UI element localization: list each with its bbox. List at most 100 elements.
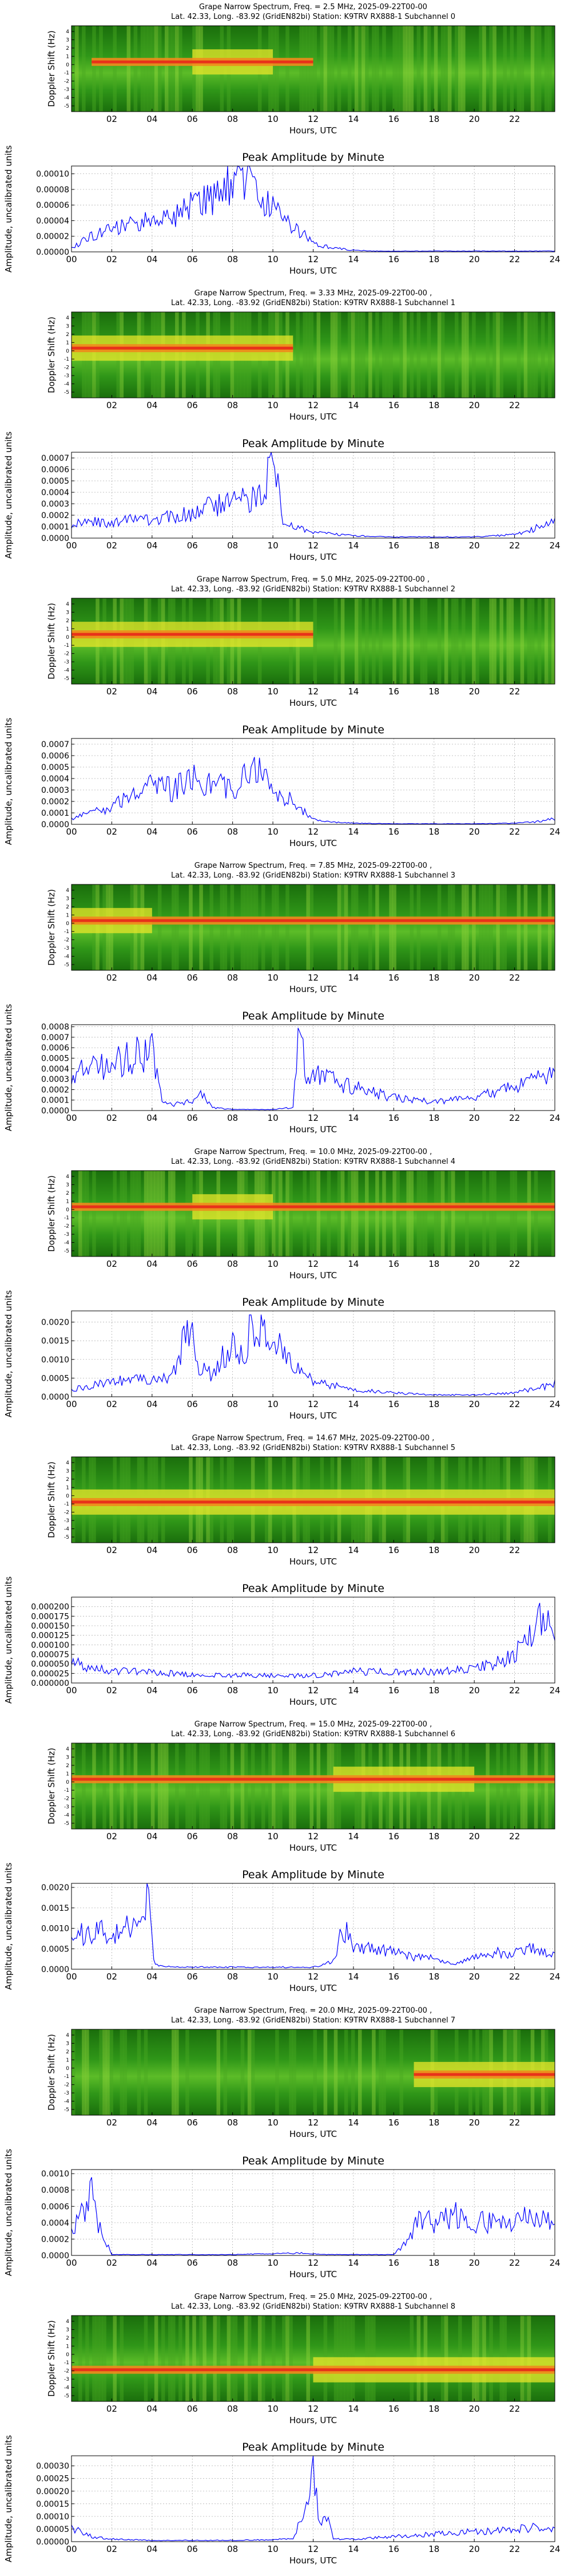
amplitude-panel: Peak Amplitude by Minute 00 02 04 06 08 10 12 14…	[3, 718, 561, 848]
spectrogram-noise-streak	[257, 2316, 262, 2401]
spectrogram-noise-streak	[78, 1171, 82, 1257]
spectrogram-xtick-label: 22	[509, 1831, 520, 1842]
spectrogram-noise-streak	[223, 2029, 228, 2115]
amplitude-xtick-label: 06	[187, 254, 198, 264]
spectrogram-noise-streak	[489, 26, 493, 112]
spectrogram-noise-streak	[120, 1743, 124, 1829]
amplitude-xtick-label: 02	[106, 827, 117, 837]
spectrogram-carrier-core	[72, 919, 555, 922]
amplitude-title: Peak Amplitude by Minute	[242, 1582, 384, 1595]
spectrogram-xtick-label: 08	[227, 400, 238, 410]
amplitude-ytick-label: 0.0006	[41, 465, 69, 475]
spectrogram-ytick-label: 1	[66, 912, 69, 918]
spectrogram-noise-streak	[254, 884, 259, 970]
spectrogram-xtick-label: 14	[348, 686, 359, 697]
spectrogram-noise-streak	[365, 26, 369, 112]
amplitude-xtick-label: 22	[509, 2258, 520, 2268]
amplitude-xlabel: Hours, UTC	[289, 838, 337, 848]
amplitude-xtick-label: 16	[388, 2258, 399, 2268]
amplitude-xtick-label: 12	[308, 1113, 319, 1123]
spectrogram-ytick-label: 1	[66, 54, 69, 60]
spectrogram-noise-streak	[323, 2029, 328, 2115]
amplitude-ytick-label: 0.0015	[41, 1904, 69, 1913]
spectrogram-noise-streak	[230, 1743, 235, 1829]
spectrogram-noise-streak	[410, 26, 414, 112]
amplitude-ytick-label: 0.000050	[31, 1660, 69, 1669]
spectrogram-ytick-label: -5	[64, 676, 69, 682]
amplitude-xtick-label: 00	[66, 2544, 77, 2554]
spectrogram-noise-streak	[427, 26, 431, 112]
spectrogram-noise-streak	[351, 884, 355, 970]
amplitude-xtick-label: 02	[106, 1685, 117, 1696]
spectrogram-noise-streak	[379, 598, 383, 684]
spectrogram-noise-streak	[506, 598, 511, 684]
spectrogram-noise-streak	[199, 2316, 203, 2401]
spectrogram-ytick-label: -4	[64, 1813, 69, 1819]
spectrogram-noise-streak	[354, 598, 359, 684]
spectrogram-noise-streak	[206, 1743, 210, 1829]
amplitude-xtick-label: 20	[469, 540, 480, 551]
spectrogram-noise-streak	[368, 312, 372, 398]
spectrogram-noise-streak	[399, 312, 403, 398]
amplitude-ytick-label: 0.000125	[31, 1631, 69, 1641]
spectrogram-ytick-label: -4	[64, 1527, 69, 1532]
amplitude-title: Peak Amplitude by Minute	[242, 1868, 384, 1881]
spectrogram-ytick-label: -4	[64, 96, 69, 101]
spectrogram-ytick-label: 4	[66, 315, 69, 321]
spectrogram-ytick-label: 2	[66, 618, 69, 624]
spectrogram-noise-streak	[92, 1171, 96, 1257]
spectrogram-noise-streak	[372, 26, 376, 112]
amplitude-ytick-label: 0.00025	[36, 2475, 69, 2484]
spectrogram-noise-streak	[216, 2029, 221, 2115]
spectrogram-noise-streak	[503, 884, 507, 970]
spectrogram-ytick-label: -5	[64, 104, 69, 109]
spectrogram-noise-streak	[216, 2316, 221, 2401]
spectrogram-noise-streak	[272, 1171, 276, 1257]
amplitude-frame	[71, 1024, 555, 1111]
amplitude-xtick-label: 22	[509, 2544, 520, 2554]
spectrogram-ytick-label: 3	[66, 1468, 69, 1474]
amplitude-xtick-label: 20	[469, 1113, 480, 1123]
amplitude-xtick-label: 04	[146, 827, 157, 837]
amplitude-ytick-label: 0.000000	[31, 1679, 69, 1688]
spectrogram-noise-streak	[137, 1171, 141, 1257]
spectrogram-noise-streak	[113, 1171, 117, 1257]
spectrogram-ytick-label: -1	[64, 929, 69, 935]
spectrogram-noise-streak	[437, 1171, 442, 1257]
amplitude-xtick-label: 20	[469, 1399, 480, 1409]
spectrogram-noise-streak	[510, 1171, 514, 1257]
spectrogram-noise-streak	[285, 1171, 289, 1257]
amplitude-xtick-label: 20	[469, 2544, 480, 2554]
spectrogram-ytick-label: 0	[66, 1780, 69, 1785]
spectrogram-noise-streak	[458, 26, 462, 112]
spectrogram-noise-streak	[499, 598, 503, 684]
spectrogram-noise-streak	[547, 312, 552, 398]
amplitude-ytick-label: 0.0004	[41, 775, 69, 784]
spectrogram-noise-streak	[120, 2316, 124, 2401]
spectrogram-ylabel: Doppler Shift (Hz)	[46, 1175, 57, 1252]
spectrogram-carrier-core	[72, 1205, 555, 1208]
spectrogram-ytick-label: 1	[66, 2344, 69, 2349]
spectrogram-ylabel: Doppler Shift (Hz)	[46, 1748, 57, 1824]
spectrogram-noise-streak	[544, 1743, 549, 1829]
spectrogram-ytick-label: 4	[66, 602, 69, 607]
spectrogram-ytick-label: -2	[64, 79, 69, 85]
amplitude-ytick-label: 0.000150	[31, 1622, 69, 1631]
amplitude-xtick-label: 12	[308, 540, 319, 551]
spectrogram-noise-streak	[240, 2029, 245, 2115]
amplitude-xlabel: Hours, UTC	[289, 1124, 337, 1135]
amplitude-xtick-label: 00	[66, 1971, 77, 1982]
spectrogram-carrier-core	[72, 1500, 555, 1504]
amplitude-series-line	[71, 757, 555, 824]
spectrogram-ytick-label: -2	[64, 1510, 69, 1516]
spectrogram-xtick-label: 22	[509, 973, 520, 983]
spectrogram-panel: Grape Narrow Spectrum, Freq. = 15.0 MHz,…	[46, 1720, 555, 1853]
amplitude-xtick-label: 14	[348, 254, 359, 264]
amplitude-title: Peak Amplitude by Minute	[242, 1296, 384, 1309]
amplitude-ytick-label: 0.00010	[36, 170, 69, 179]
spectrogram-xlabel: Hours, UTC	[289, 984, 337, 994]
amplitude-xtick-label: 10	[268, 2544, 279, 2554]
spectrogram-noise-streak	[172, 2029, 176, 2115]
amplitude-ytick-label: 0.0004	[41, 1065, 69, 1074]
spectrogram-noise-streak	[440, 1171, 445, 1257]
